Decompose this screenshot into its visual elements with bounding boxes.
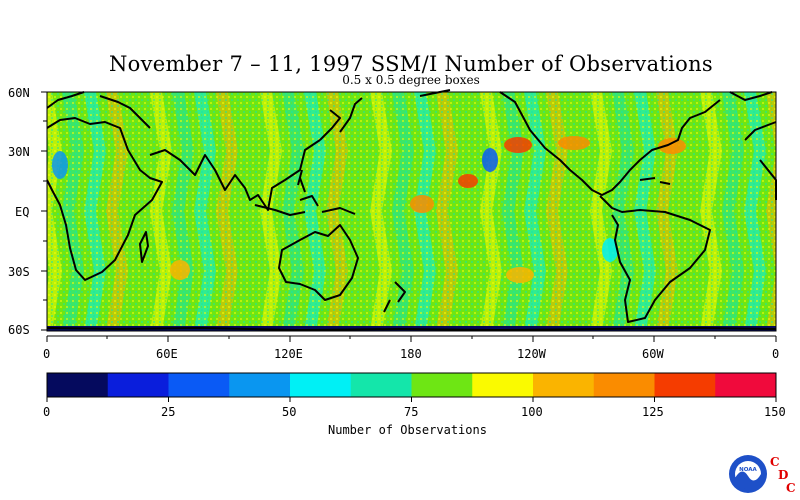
- noaa-logo: NOAA C D C: [729, 455, 796, 495]
- lon-label-180: 180: [400, 347, 422, 361]
- anomaly-region: [558, 136, 590, 150]
- lon-axis: [46, 335, 777, 342]
- colorbar-swatch: [533, 373, 595, 397]
- lat-label-60n: 60N: [8, 86, 30, 100]
- anomaly-region: [506, 267, 534, 283]
- lat-label-30n: 30N: [8, 145, 30, 159]
- lon-label-60e: 60E: [156, 347, 178, 361]
- noaa-logo-text: NOAA: [739, 467, 757, 473]
- page-title: November 7 – 11, 1997 SSM/I Number of Ob…: [108, 52, 714, 76]
- lat-ticks: [41, 91, 47, 331]
- lon-label-120e: 120E: [274, 347, 303, 361]
- anomaly-region: [52, 151, 68, 179]
- colorbar-tick-100: 100: [521, 405, 543, 419]
- anomaly-region: [658, 138, 686, 154]
- colorbar-swatch: [654, 373, 716, 397]
- colorbar-tick-75: 75: [404, 405, 419, 419]
- cdc-letter-c2: C: [786, 481, 796, 495]
- colorbar-swatch: [593, 373, 655, 397]
- colorbar-tick-25: 25: [161, 405, 176, 419]
- observation-field: [47, 92, 776, 331]
- colorbar-tick-0: 0: [43, 405, 51, 419]
- lat-label-eq: EQ: [15, 205, 30, 219]
- lon-label-60w: 60W: [642, 347, 664, 361]
- page-subtitle: 0.5 x 0.5 degree boxes: [342, 73, 480, 87]
- colorbar-swatch: [107, 373, 169, 397]
- anomaly-region: [410, 195, 434, 213]
- lon-label-0: 0: [43, 347, 51, 361]
- cdc-letter-d: D: [778, 468, 788, 482]
- colorbar-tick-150: 150: [764, 405, 786, 419]
- anomaly-region: [170, 260, 190, 280]
- colorbar: [46, 372, 777, 402]
- colorbar-swatch: [472, 373, 534, 397]
- high-count-regions: [52, 136, 686, 283]
- colorbar-swatch: [47, 373, 109, 397]
- cdc-letter-c1: C: [770, 455, 780, 469]
- colorbar-swatch: [168, 373, 230, 397]
- coastlines: [46, 89, 777, 331]
- lat-label-30s: 30S: [8, 265, 30, 279]
- colorbar-tick-50: 50: [282, 405, 297, 419]
- colorbar-swatch: [229, 373, 291, 397]
- colorbar-swatch: [350, 373, 412, 397]
- colorbar-title: Number of Observations: [328, 423, 487, 437]
- anomaly-region: [504, 137, 532, 153]
- lat-label-60s: 60S: [8, 323, 30, 337]
- anomaly-region: [482, 148, 498, 172]
- colorbar-swatch: [715, 373, 777, 397]
- lon-label-0-right: 0: [772, 347, 780, 361]
- colorbar-swatch: [290, 373, 352, 397]
- colorbar-swatch: [411, 373, 473, 397]
- colorbar-tick-125: 125: [642, 405, 664, 419]
- anomaly-region: [458, 174, 478, 188]
- anomaly-region: [602, 238, 618, 262]
- lon-label-120w: 120W: [517, 347, 546, 361]
